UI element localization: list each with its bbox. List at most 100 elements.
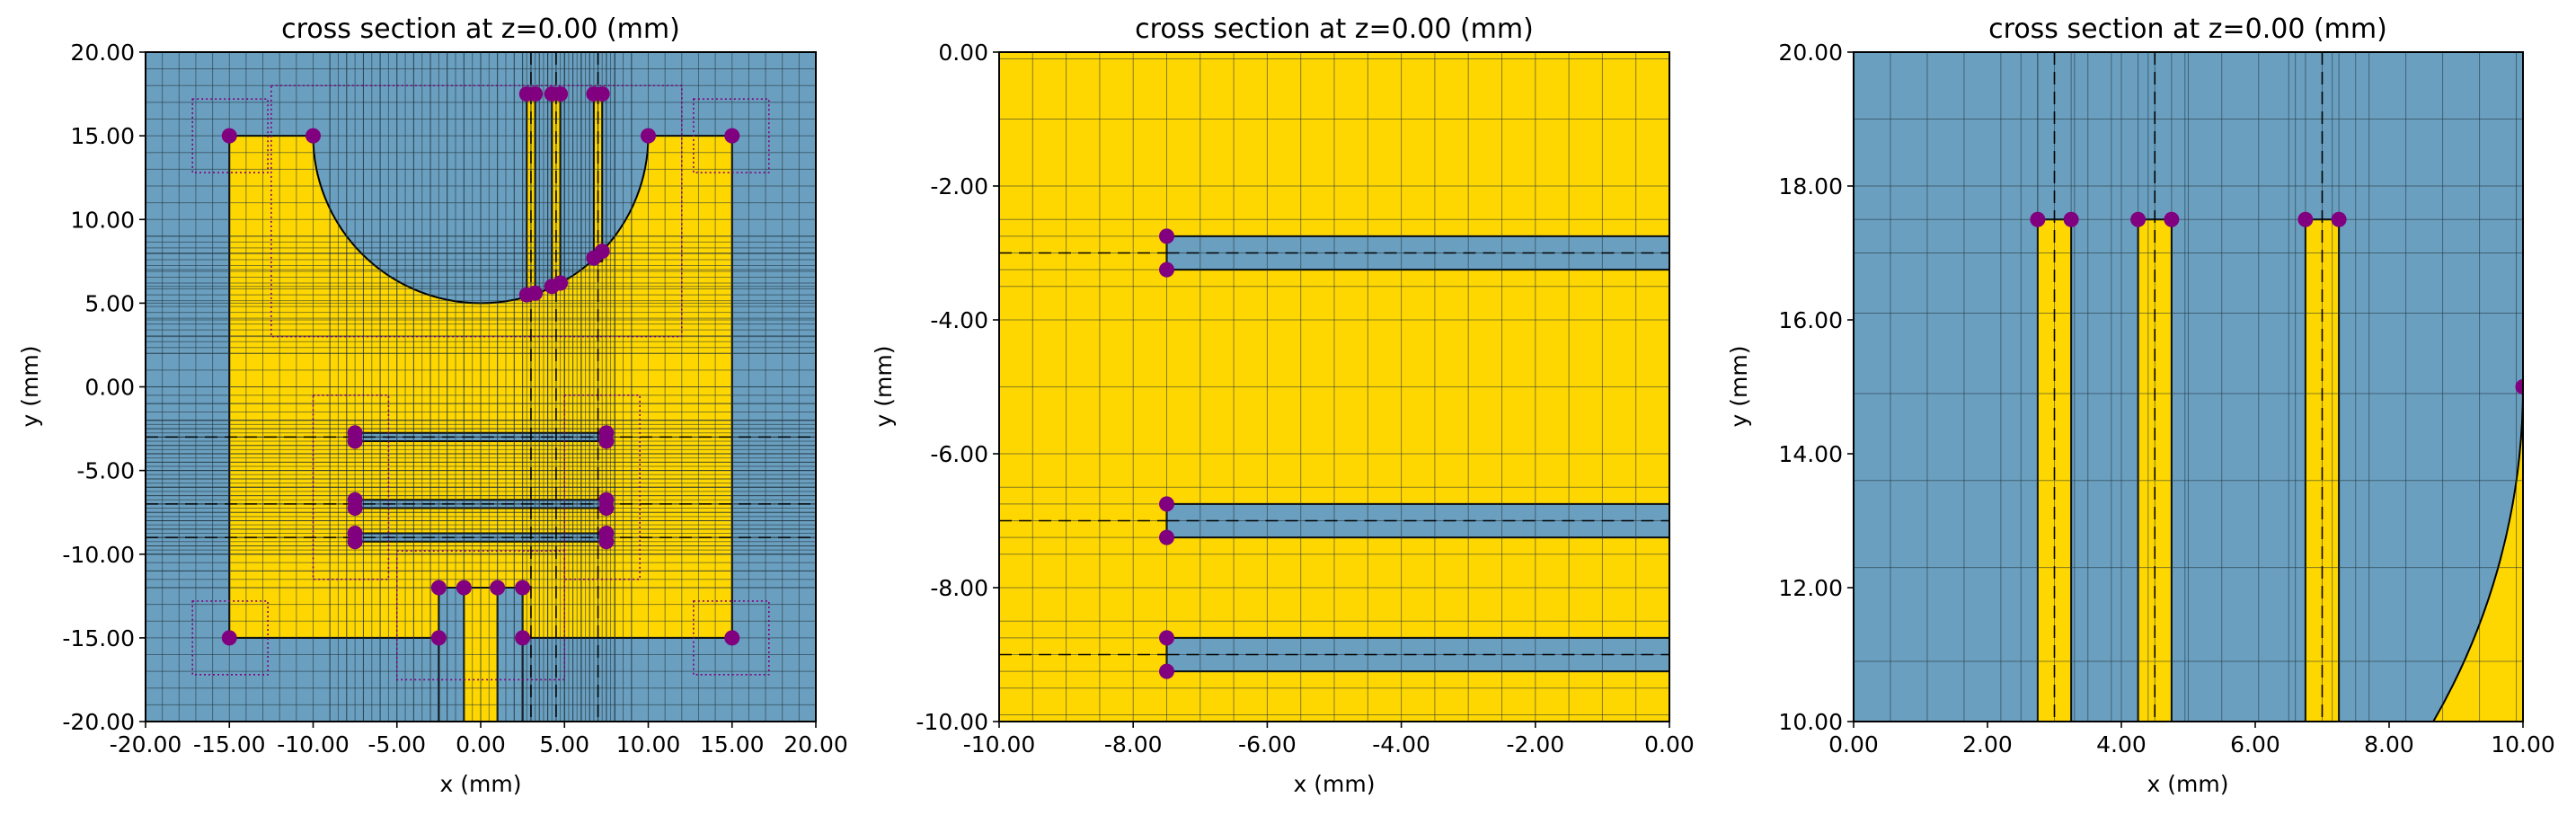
x-tick-label: 8.00 xyxy=(2364,731,2414,757)
vertex-marker xyxy=(490,580,506,596)
vertex-marker xyxy=(305,128,321,144)
chart-title: cross section at z=0.00 (mm) xyxy=(1988,13,2387,45)
y-tick-label: -4.00 xyxy=(930,307,988,333)
vertex-marker xyxy=(515,630,531,646)
vertex-marker xyxy=(1159,496,1174,512)
vertex-marker xyxy=(527,86,544,102)
y-tick-label: -2.00 xyxy=(930,173,988,199)
x-tick-label: -15.00 xyxy=(193,731,266,757)
plot-area xyxy=(1854,52,2523,722)
vertex-marker xyxy=(2030,211,2046,227)
x-tick-label: 5.00 xyxy=(539,731,589,757)
x-tick-label: 4.00 xyxy=(2096,731,2147,757)
x-tick-label: 6.00 xyxy=(2230,731,2280,757)
refine-box xyxy=(191,600,269,676)
y-tick-label: 10.00 xyxy=(70,207,135,233)
y-tick-label: -6.00 xyxy=(930,441,988,467)
y-tick-label: 10.00 xyxy=(1778,709,1843,735)
vertex-marker xyxy=(1159,228,1174,244)
vertex-marker xyxy=(2297,211,2314,227)
x-tick-label: -20.00 xyxy=(110,731,182,757)
x-tick-label: -10.00 xyxy=(963,731,1036,757)
x-tick-label: 15.00 xyxy=(700,731,765,757)
vertex-marker xyxy=(1159,261,1174,278)
refine-box xyxy=(191,98,269,173)
vertex-marker xyxy=(527,285,544,301)
plot-area xyxy=(146,52,816,722)
vertex-marker xyxy=(515,580,531,596)
y-axis-label: y (mm) xyxy=(17,346,43,428)
x-tick-label: 10.00 xyxy=(616,731,681,757)
mesh-grid xyxy=(146,52,816,722)
vertex-marker xyxy=(347,534,363,550)
vertex-marker xyxy=(2331,211,2347,227)
x-tick-label: 2.00 xyxy=(1962,731,2013,757)
x-tick-label: -5.00 xyxy=(367,731,426,757)
y-tick-label: 16.00 xyxy=(1778,307,1843,333)
vertex-marker xyxy=(594,86,610,102)
vertex-marker xyxy=(1159,663,1174,679)
plot-frame xyxy=(998,51,1670,722)
chart-title: cross section at z=0.00 (mm) xyxy=(1135,13,1534,45)
vertex-marker xyxy=(598,433,615,449)
x-tick-label: -8.00 xyxy=(1104,731,1163,757)
panel-middle: cross section at z=0.00 (mm) x (mm) y (m… xyxy=(871,13,1695,797)
vertex-marker xyxy=(598,534,615,550)
x-tick-label: 0.00 xyxy=(1644,731,1695,757)
y-tick-label: -20.00 xyxy=(62,709,135,735)
vertex-marker xyxy=(598,501,615,517)
plot-frame xyxy=(1853,51,2524,722)
vertex-marker xyxy=(2515,379,2523,394)
vertex-marker xyxy=(347,433,363,449)
vertex-marker xyxy=(347,501,363,517)
y-axis-label: y (mm) xyxy=(871,346,897,428)
refine-box xyxy=(693,600,770,676)
y-tick-label: 20.00 xyxy=(70,40,135,66)
refine-box xyxy=(270,84,683,338)
x-axis-label: x (mm) xyxy=(2147,771,2229,797)
vertex-marker xyxy=(641,128,656,144)
chart-title: cross section at z=0.00 (mm) xyxy=(281,13,680,45)
vertex-marker xyxy=(724,128,740,144)
refine-box xyxy=(312,394,390,580)
vertex-marker xyxy=(456,580,472,596)
y-tick-label: -8.00 xyxy=(930,575,988,601)
y-tick-label: 20.00 xyxy=(1778,40,1843,66)
y-tick-label: 0.00 xyxy=(84,375,135,401)
x-tick-label: -2.00 xyxy=(1506,731,1564,757)
vertex-marker xyxy=(553,86,569,102)
y-tick-label: -10.00 xyxy=(62,542,135,568)
refine-box xyxy=(693,98,770,173)
vertex-marker xyxy=(2164,211,2180,227)
y-tick-label: -15.00 xyxy=(62,625,135,651)
plot-area xyxy=(999,52,1669,722)
x-axis-label: x (mm) xyxy=(1294,771,1376,797)
y-axis-label: y (mm) xyxy=(1726,346,1752,428)
y-tick-label: 5.00 xyxy=(84,290,135,316)
vertex-marker xyxy=(1159,529,1174,545)
vertex-marker xyxy=(430,630,447,646)
vertex-marker xyxy=(553,275,569,291)
x-tick-label: -10.00 xyxy=(277,731,350,757)
vertex-marker xyxy=(2130,211,2147,227)
y-tick-label: 14.00 xyxy=(1778,441,1843,467)
refine-box xyxy=(563,394,641,580)
y-tick-label: -5.00 xyxy=(76,458,135,484)
x-axis-label: x (mm) xyxy=(440,771,522,797)
vertex-marker xyxy=(430,580,447,596)
y-tick-label: 0.00 xyxy=(938,40,988,66)
vertex-marker xyxy=(2063,211,2079,227)
mesh-grid xyxy=(999,52,1669,722)
vertex-marker xyxy=(594,244,610,260)
y-tick-label: -10.00 xyxy=(916,709,988,735)
panel-left: cross section at z=0.00 (mm) x (mm) y (m… xyxy=(17,13,848,797)
panel-right: cross section at z=0.00 (mm) x (mm) y (m… xyxy=(1726,13,2555,797)
x-tick-label: -6.00 xyxy=(1238,731,1297,757)
x-tick-label: 0.00 xyxy=(456,731,506,757)
patch-corner xyxy=(2432,385,2523,722)
vertex-marker xyxy=(221,128,237,144)
x-tick-label: 0.00 xyxy=(1828,731,1879,757)
y-tick-label: 12.00 xyxy=(1778,575,1843,601)
y-tick-label: 15.00 xyxy=(70,123,135,149)
